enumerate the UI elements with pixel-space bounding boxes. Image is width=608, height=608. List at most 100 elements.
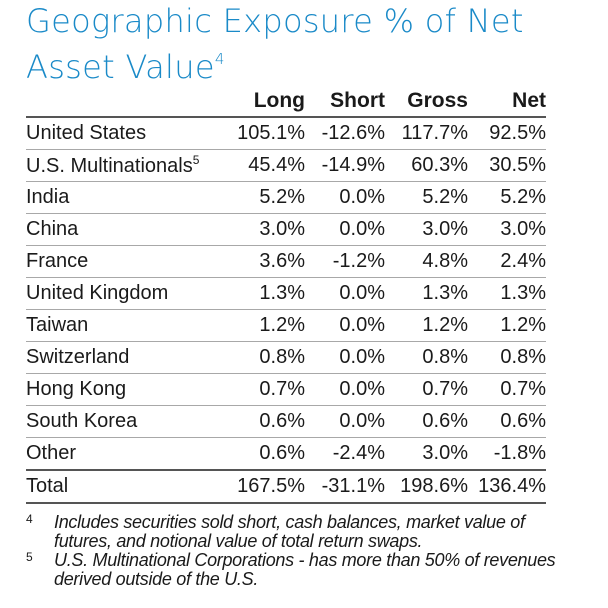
net-value: 5.2% <box>468 181 546 214</box>
region-label: United States <box>26 122 147 144</box>
region-name: South Korea <box>26 405 215 438</box>
table-row: United States 105.1% -12.6% 117.7% 92.5% <box>26 116 546 150</box>
header-gross: Gross <box>407 89 468 112</box>
region-label: China <box>26 218 79 240</box>
long-value: 0.7% <box>215 373 305 406</box>
region-name: India <box>26 181 215 214</box>
short-value: 0.0% <box>305 213 385 246</box>
long-value: 3.0% <box>215 213 305 246</box>
footnote-text: U.S. Multinational Corporations - has mo… <box>54 550 556 589</box>
short-value: 0.0% <box>305 309 385 342</box>
net-value: 3.0% <box>468 213 546 246</box>
table-row: Other 0.6% -2.4% 3.0% -1.8% <box>26 437 546 470</box>
long-value: 1.3% <box>215 277 305 310</box>
gross-value: 4.8% <box>385 245 468 278</box>
net-value: 0.7% <box>468 373 546 406</box>
footnote-mark: 4 <box>26 512 33 526</box>
short-value: -14.9% <box>305 149 385 182</box>
short-value: -12.6% <box>305 116 385 150</box>
net-value: 136.4% <box>468 469 546 504</box>
footnote: 5 U.S. Multinational Corporations - has … <box>26 550 586 589</box>
long-value: 3.6% <box>215 245 305 278</box>
long-value: 0.6% <box>215 437 305 470</box>
long-value: 167.5% <box>215 469 305 504</box>
long-value: 0.8% <box>215 341 305 374</box>
short-value: -31.1% <box>305 469 385 504</box>
footnote: 4 Includes securities sold short, cash b… <box>26 512 586 551</box>
net-value: 30.5% <box>468 149 546 182</box>
short-value: -2.4% <box>305 437 385 470</box>
geographic-exposure-table: Long Short Gross Net United States 105.1%… <box>26 86 546 504</box>
gross-value: 0.6% <box>385 405 468 438</box>
region-name: U.S. Multinationals5 <box>26 149 215 182</box>
table-row: China 3.0% 0.0% 3.0% 3.0% <box>26 213 546 246</box>
gross-value: 5.2% <box>385 181 468 214</box>
short-value: 0.0% <box>305 277 385 310</box>
region-name: Taiwan <box>26 309 215 342</box>
region-name: Switzerland <box>26 341 215 374</box>
gross-value: 3.0% <box>385 213 468 246</box>
net-value: 0.6% <box>468 405 546 438</box>
region-label: Switzerland <box>26 346 130 368</box>
header-row: Long Short Gross Net <box>26 86 546 117</box>
net-value: 0.8% <box>468 341 546 374</box>
short-value: 0.0% <box>305 341 385 374</box>
table-row: United Kingdom 1.3% 0.0% 1.3% 1.3% <box>26 277 546 310</box>
region-label: Other <box>26 442 77 464</box>
table-row: U.S. Multinationals5 45.4% -14.9% 60.3% 30.5… <box>26 149 546 182</box>
region-label: United Kingdom <box>26 282 169 304</box>
gross-value: 0.7% <box>385 373 468 406</box>
region-label: India <box>26 186 70 208</box>
long-value: 5.2% <box>215 181 305 214</box>
table-row: Taiwan 1.2% 0.0% 1.2% 1.2% <box>26 309 546 342</box>
net-value: 1.3% <box>468 277 546 310</box>
region-name: Total <box>26 469 215 504</box>
short-value: 0.0% <box>305 405 385 438</box>
long-value: 0.6% <box>215 405 305 438</box>
table-row: Hong Kong 0.7% 0.0% 0.7% 0.7% <box>26 373 546 406</box>
gross-value: 0.8% <box>385 341 468 374</box>
net-value: 1.2% <box>468 309 546 342</box>
region-label: France <box>26 250 89 272</box>
gross-value: 1.2% <box>385 309 468 342</box>
region-label: Taiwan <box>26 314 89 336</box>
region-name: United Kingdom <box>26 277 215 310</box>
region-name: United States <box>26 116 215 150</box>
long-value: 105.1% <box>215 116 305 150</box>
region-name: China <box>26 213 215 246</box>
header-short: Short <box>330 89 385 112</box>
gross-value: 3.0% <box>385 437 468 470</box>
short-value: 0.0% <box>305 181 385 214</box>
long-value: 45.4% <box>215 149 305 182</box>
gross-value: 1.3% <box>385 277 468 310</box>
region-label: Hong Kong <box>26 378 127 400</box>
footnote-text: Includes securities sold short, cash bal… <box>54 512 525 551</box>
region-name: Other <box>26 437 215 470</box>
short-value: -1.2% <box>305 245 385 278</box>
footnote-ref: 5 <box>192 153 200 167</box>
page-title: Geographic Exposure % of Net Asset Value… <box>26 2 524 86</box>
header-long: Long <box>253 89 305 112</box>
table-row: Switzerland 0.8% 0.0% 0.8% 0.8% <box>26 341 546 374</box>
short-value: 0.0% <box>305 373 385 406</box>
footnotes: 4 Includes securities sold short, cash b… <box>26 512 586 589</box>
gross-value: 60.3% <box>385 149 468 182</box>
table-row: South Korea 0.6% 0.0% 0.6% 0.6% <box>26 405 546 438</box>
gross-value: 198.6% <box>385 469 468 504</box>
long-value: 1.2% <box>215 309 305 342</box>
region-label: U.S. Multinationals <box>26 155 193 177</box>
net-value: -1.8% <box>468 437 546 470</box>
region-name: France <box>26 245 215 278</box>
net-value: 92.5% <box>468 116 546 150</box>
table-row: India 5.2% 0.0% 5.2% 5.2% <box>26 181 546 214</box>
total-row: Total 167.5% -31.1% 198.6% 136.4% <box>26 469 546 504</box>
table-row: France 3.6% -1.2% 4.8% 2.4% <box>26 245 546 278</box>
footnote-mark: 5 <box>26 550 33 564</box>
header-region <box>26 86 215 117</box>
region-name: Hong Kong <box>26 373 215 406</box>
header-net: Net <box>512 89 546 112</box>
net-value: 2.4% <box>468 245 546 278</box>
title-footnote-ref: 4 <box>214 50 225 68</box>
gross-value: 117.7% <box>385 116 468 150</box>
region-label: South Korea <box>26 410 138 432</box>
